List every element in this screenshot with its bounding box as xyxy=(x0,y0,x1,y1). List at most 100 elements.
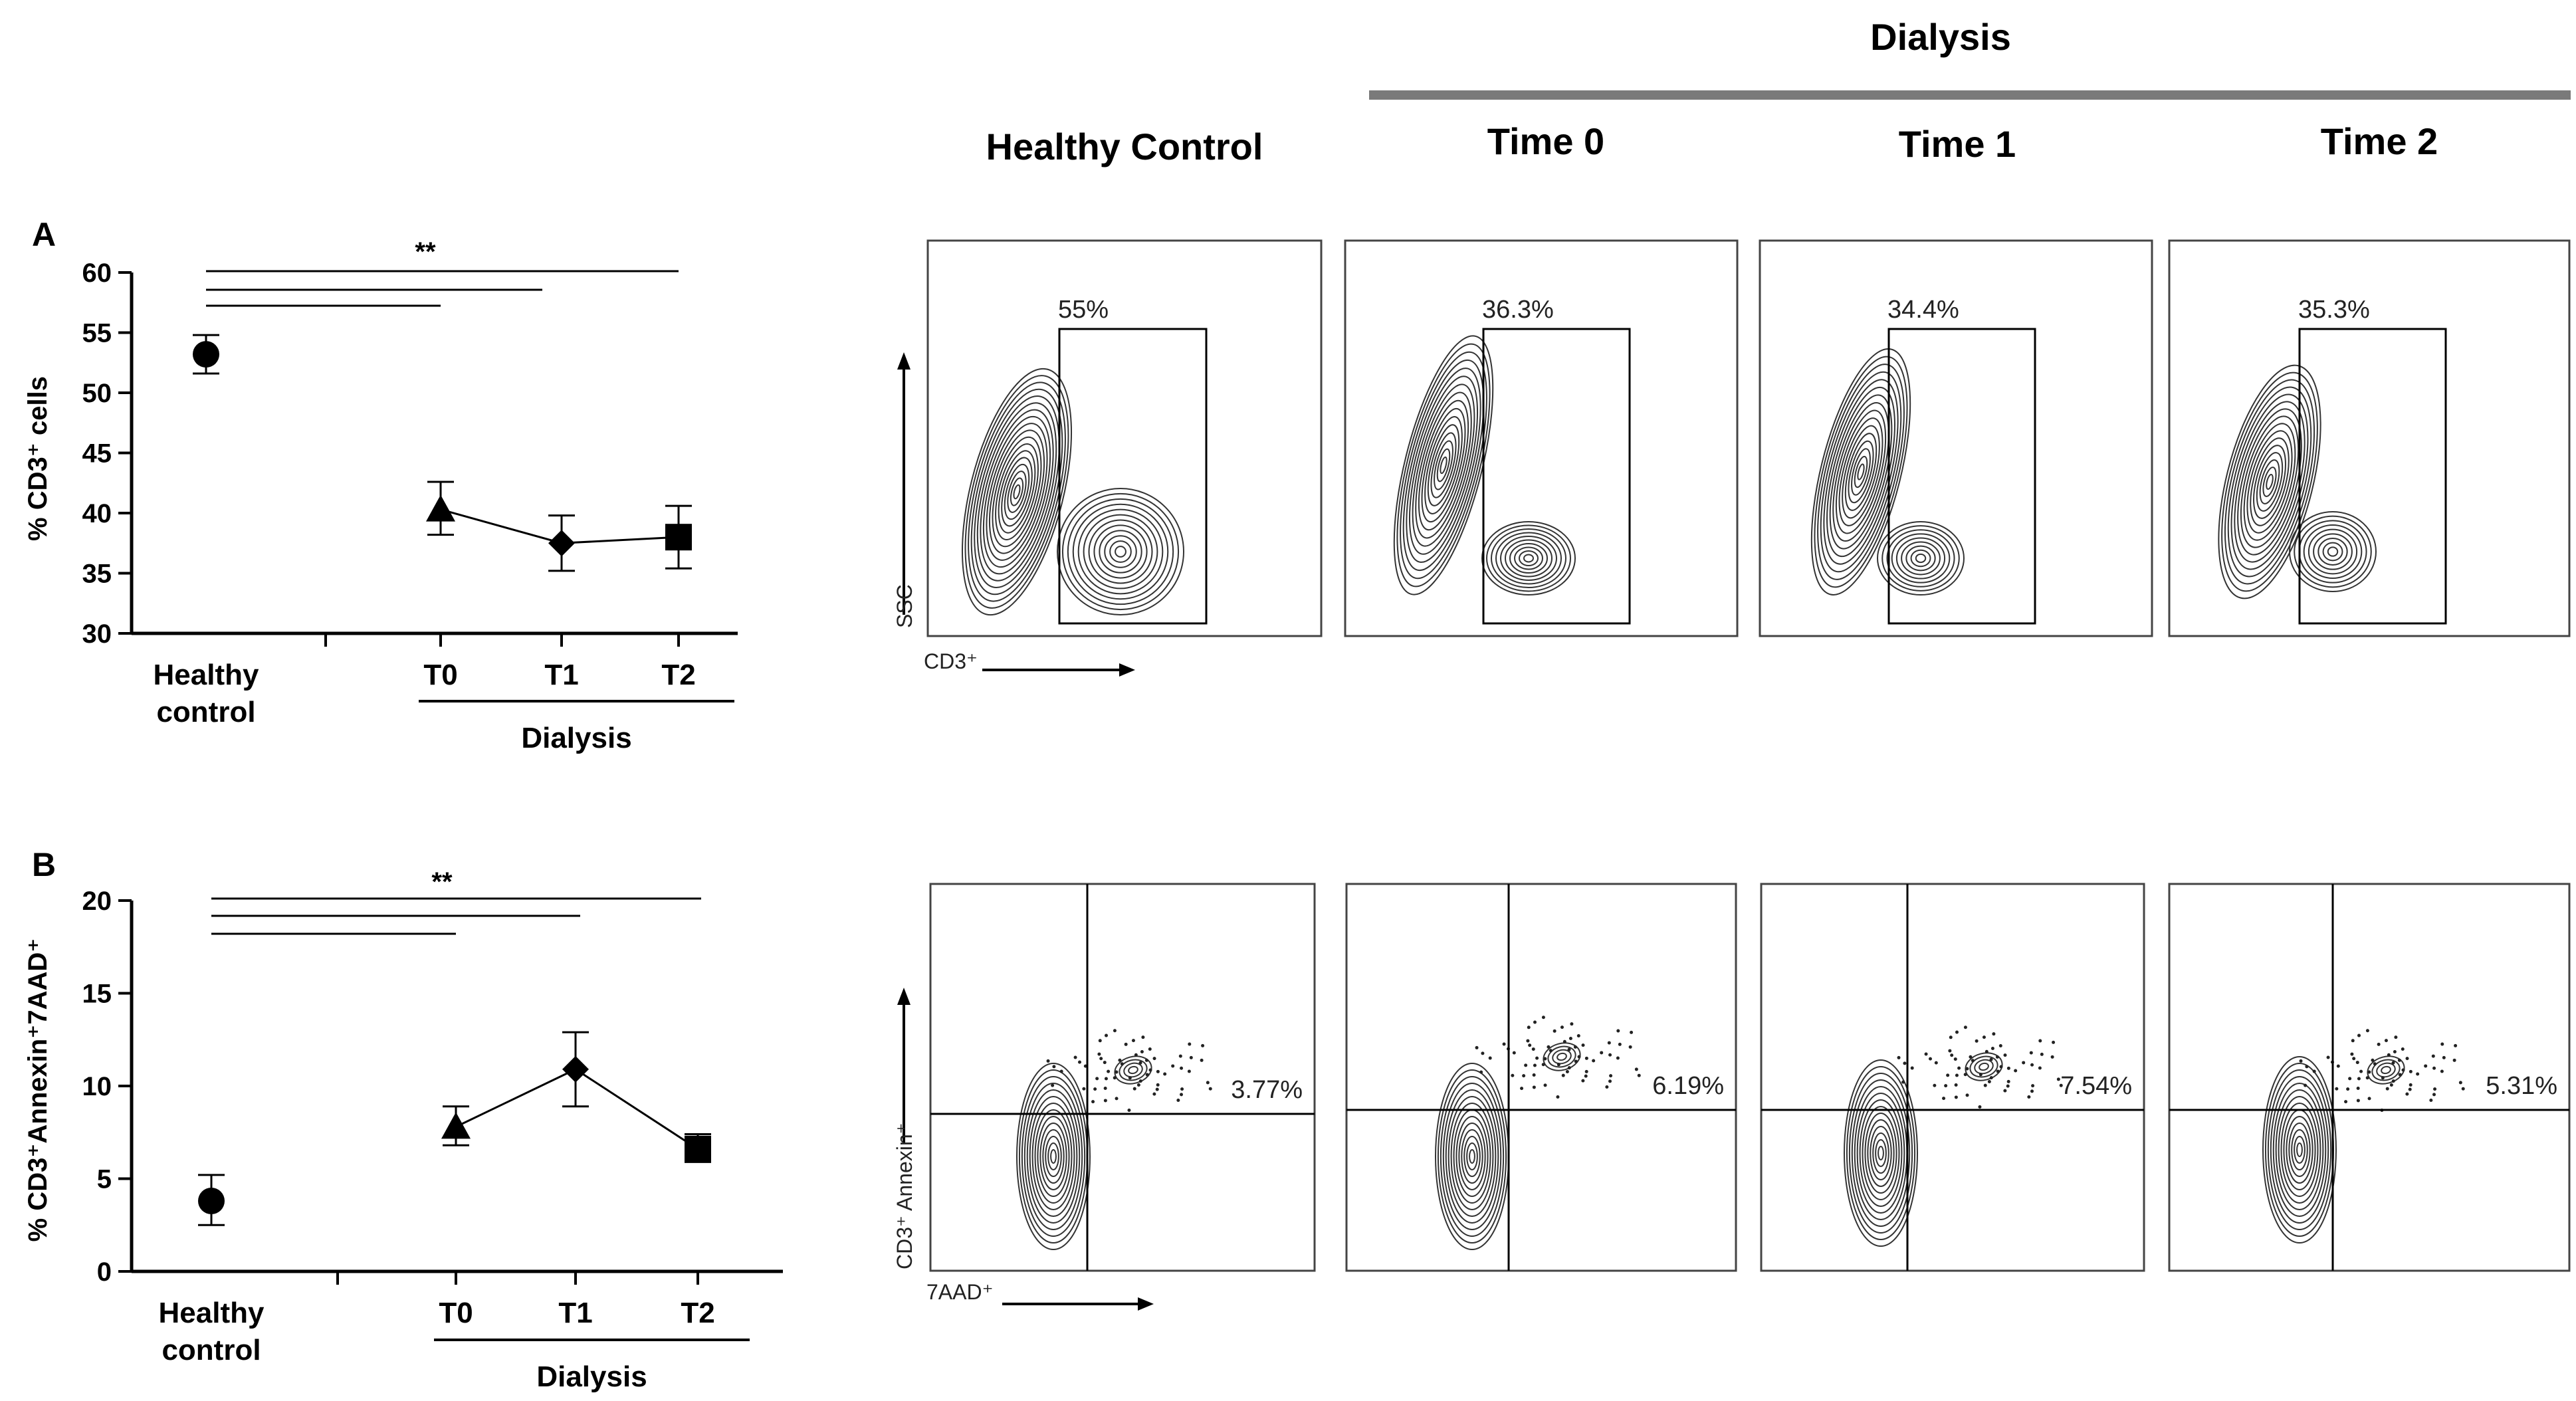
contour-lymph xyxy=(2262,467,2277,497)
event-dot xyxy=(1532,1073,1536,1077)
contour-main xyxy=(1045,1136,1062,1177)
contour-cd3 xyxy=(1877,521,1965,595)
event-dot xyxy=(2389,1083,2393,1087)
contour-lymph xyxy=(1436,448,1451,483)
event-dot xyxy=(1950,1053,1954,1057)
event-dot xyxy=(1618,1042,1622,1046)
cd3-axis-label: CD3⁺ xyxy=(924,649,978,673)
category-label: Healthy xyxy=(159,1297,265,1329)
event-dot xyxy=(1138,1079,1142,1083)
event-dot xyxy=(1527,1025,1531,1029)
event-dot xyxy=(1628,1045,1632,1049)
event-dot xyxy=(2050,1055,2054,1059)
event-dot xyxy=(2440,1069,2444,1073)
contour-cd3 xyxy=(1500,536,1557,581)
event-dot xyxy=(1897,1055,1901,1059)
contour-main xyxy=(1864,1113,1897,1194)
contour-cd3 xyxy=(1523,554,1534,563)
flow-frame xyxy=(2168,239,2571,637)
event-dot xyxy=(1099,1057,1103,1061)
event-dot xyxy=(1910,1066,1914,1070)
event-dot xyxy=(2429,1098,2433,1102)
event-dot xyxy=(1145,1073,1149,1077)
contour-lymph xyxy=(1010,477,1024,506)
event-dot xyxy=(1095,1077,1099,1081)
contour-lymph xyxy=(1396,343,1491,588)
flow-panel-apoptosis-2: 7.54% xyxy=(1760,883,2145,1272)
event-dot xyxy=(1953,1057,1957,1061)
event-dot xyxy=(1113,1029,1117,1033)
contour-lymph xyxy=(1400,351,1487,580)
event-dot xyxy=(1520,1087,1524,1091)
event-dot xyxy=(1115,1097,1119,1101)
flow-frame xyxy=(1759,239,2153,637)
event-dot xyxy=(1113,1076,1117,1080)
contour-lymph xyxy=(2246,430,2293,534)
contour-main xyxy=(2280,1103,2319,1197)
contour-main xyxy=(1844,1059,1918,1247)
event-dot xyxy=(1144,1058,1148,1062)
event-dot xyxy=(1987,1079,1991,1083)
event-dot xyxy=(1201,1043,1205,1047)
event-dot xyxy=(2040,1052,2044,1056)
event-dot xyxy=(1549,1049,1553,1053)
event-dot xyxy=(1091,1100,1095,1104)
event-dot xyxy=(1903,1061,1907,1065)
contour-lymph xyxy=(2234,401,2306,563)
event-dot xyxy=(2335,1087,2339,1091)
contour-cd3 xyxy=(2294,515,2372,588)
contour-main xyxy=(1039,1123,1067,1190)
contour-main xyxy=(1448,1096,1497,1217)
contour-cd3 xyxy=(1910,549,1931,568)
contour-main xyxy=(1450,1103,1494,1210)
column-header-time2: Time 2 xyxy=(2321,120,2438,162)
event-dot xyxy=(2312,1069,2316,1073)
contour-main xyxy=(1034,1109,1073,1204)
event-dot xyxy=(2409,1069,2413,1073)
event-dot xyxy=(1608,1079,1612,1083)
event-dot xyxy=(1107,1069,1111,1073)
contour-cd3 xyxy=(1486,524,1571,592)
event-dot xyxy=(1584,1069,1588,1073)
event-dot xyxy=(1568,1036,1572,1040)
event-dot xyxy=(2056,1077,2060,1081)
event-dot xyxy=(2408,1087,2412,1091)
contour-lymph xyxy=(2224,379,2315,585)
contour-cd3 xyxy=(1895,537,1946,580)
contour-main xyxy=(2288,1123,2311,1177)
category-label: T0 xyxy=(439,1297,473,1329)
event-dot xyxy=(1957,1066,1961,1070)
event-dot xyxy=(1178,1054,1182,1058)
event-dot xyxy=(2351,1039,2355,1043)
event-dot xyxy=(2305,1065,2309,1069)
contour-cd3 xyxy=(1115,546,1127,558)
flow-top-axes: SSC CD3⁺ xyxy=(893,352,1135,677)
contour-lymph xyxy=(1823,379,1899,565)
contour-lymph xyxy=(986,423,1048,561)
event-dot xyxy=(1524,1063,1528,1067)
event-dot xyxy=(2405,1057,2409,1061)
contour-lymph xyxy=(992,436,1042,548)
event-dot xyxy=(1475,1045,1479,1049)
event-dot xyxy=(1098,1039,1102,1043)
event-dot xyxy=(1155,1087,1159,1091)
y-tick-label: 0 xyxy=(97,1257,112,1287)
event-dot xyxy=(2038,1066,2042,1070)
event-dot xyxy=(1528,1043,1532,1047)
contour-lymph xyxy=(1408,376,1479,555)
contour-cd3 xyxy=(1915,553,1927,564)
event-dot xyxy=(1560,1025,1564,1029)
event-dot xyxy=(1156,1069,1160,1073)
7aad-axis-label: 7AAD⁺ xyxy=(926,1280,993,1304)
contour-cd3 xyxy=(1514,546,1543,570)
contour-main xyxy=(1042,1129,1065,1184)
flow-frame xyxy=(926,239,1323,637)
event-dot xyxy=(2014,1069,2018,1073)
y-axis-label: % CD3⁺Annexin⁺7AAD⁺ xyxy=(23,938,53,1242)
contour-lymph xyxy=(1829,394,1893,550)
gate-percentage: 34.4% xyxy=(1887,296,1959,324)
y-tick-label: 50 xyxy=(82,379,112,408)
event-dot xyxy=(2452,1058,2456,1062)
event-dot xyxy=(1989,1057,1993,1061)
contour-main xyxy=(1047,1142,1059,1170)
